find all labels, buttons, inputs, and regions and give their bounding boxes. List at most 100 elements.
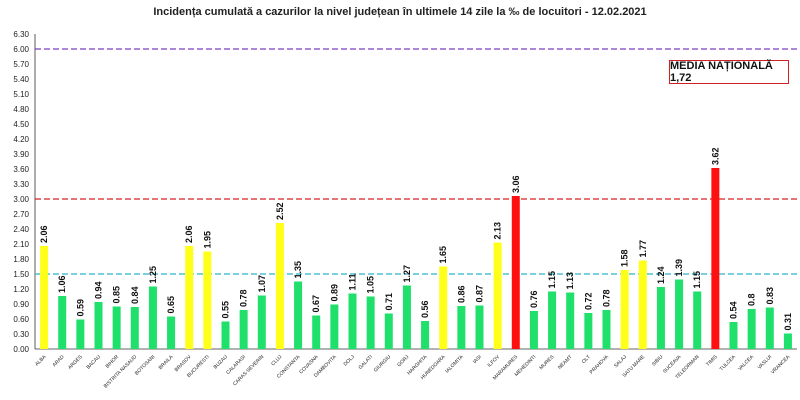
bar-value-label: 1.15 [692,271,702,289]
bar-value-label: 0.83 [765,287,775,305]
bar [58,296,67,349]
bar-value-label: 1.25 [148,266,158,284]
y-tick-label: 3.60 [13,165,29,174]
y-tick-label: 4.50 [13,120,29,129]
bar [457,306,466,349]
bar-value-label: 0.78 [239,289,249,307]
bar [221,321,230,349]
category-label: GIURGIU [373,354,393,374]
category-label: GORJ [396,354,410,368]
bar-value-label: 2.13 [493,222,503,240]
bar [330,304,339,349]
category-label: TIMIS [705,354,719,368]
bar-value-label: 0.78 [602,289,612,307]
category-label: BUZAU [213,354,230,371]
y-tick-label: 3.00 [13,195,29,204]
category-label: MURES [538,354,555,371]
y-tick-label: 0.30 [13,330,29,339]
bar [584,313,593,349]
category-label: ILFOV [487,354,502,369]
y-tick-label: 5.10 [13,90,29,99]
bar [185,246,194,349]
bar-value-label: 1.05 [366,276,376,294]
y-tick-label: 2.70 [13,210,29,219]
category-label: OLT [581,354,592,365]
bar [656,287,665,349]
category-label: VRANCEA [770,354,792,376]
bar-value-label: 1.06 [57,275,67,293]
chart-title: Incidența cumulată a cazurilor la nivel … [153,6,647,18]
bar-value-label: 1.27 [402,265,412,283]
bar-value-label: 1.13 [565,272,575,290]
y-tick-label: 5.70 [13,60,29,69]
bar-value-label: 1.24 [656,266,666,284]
bar [239,310,248,349]
bar [94,302,103,349]
y-tick-label: 0.90 [13,300,29,309]
y-tick-label: 3.30 [13,180,29,189]
category-label: ALBA [34,354,48,368]
category-label: SALAJ [613,354,628,369]
bar [729,322,738,349]
bar [366,296,375,349]
bar [765,307,774,349]
bar [421,321,430,349]
bar-value-label: 3.62 [710,147,720,165]
bar-value-label: 0.76 [529,290,539,308]
bar [294,281,303,349]
bar [747,309,756,349]
bar [130,307,139,349]
bar-value-label: 0.59 [75,299,85,317]
bar-value-label: 0.87 [475,285,485,303]
bar [275,223,284,349]
category-label: GALATI [357,354,374,371]
bar-value-label: 1.77 [638,240,648,258]
y-tick-label: 0.60 [13,315,29,324]
category-label: VALCEA [737,354,755,372]
bar [475,305,484,349]
bar [384,313,393,349]
national-average-annotation: MEDIA NAȚIONALĂ 1,72 [669,60,789,84]
bar-value-label: 1.95 [202,231,212,249]
category-label: VASLUI [757,354,774,371]
bar [167,316,176,349]
category-label: BIHOR [105,354,121,370]
bar-value-label: 1.58 [620,249,630,267]
y-tick-label: 6.30 [13,30,29,39]
category-label: DOLJ [343,354,357,368]
bar [602,310,611,349]
bar-value-label: 0.31 [783,313,793,331]
y-tick-label: 2.10 [13,240,29,249]
bar-value-label: 0.54 [729,301,739,319]
bar [620,270,629,349]
category-label: CLUJ [270,354,283,367]
y-tick-label: 1.50 [13,270,29,279]
bar-value-label: 2.06 [39,225,49,243]
bar-value-label: 0.84 [130,286,140,304]
bar-value-label: 0.94 [94,281,104,299]
category-label: PRAHOVA [589,354,611,376]
bar [112,306,121,349]
bar-value-label: 0.65 [166,296,176,314]
y-tick-label: 3.90 [13,150,29,159]
bar-value-label: 0.72 [583,292,593,310]
category-label: ARAD [52,354,66,368]
category-label: ARGES [67,354,84,371]
bar-value-label: 0.56 [420,300,430,318]
y-tick-label: 5.40 [13,75,29,84]
bar [40,246,49,349]
y-tick-label: 1.20 [13,285,29,294]
bar [693,291,702,349]
category-label: BISTRITA NASAUD [103,354,139,390]
bar-value-label: 3.06 [511,175,521,193]
bar-value-label: 0.8 [747,293,757,306]
category-label: BRAILA [158,354,175,371]
y-tick-label: 2.40 [13,225,29,234]
bar-value-label: 0.86 [456,285,466,303]
bar-value-label: 1.35 [293,261,303,279]
y-tick-label: 4.80 [13,105,29,114]
bar [529,311,538,349]
bar-value-label: 0.71 [384,293,394,311]
bar-value-label: 1.39 [674,259,684,277]
